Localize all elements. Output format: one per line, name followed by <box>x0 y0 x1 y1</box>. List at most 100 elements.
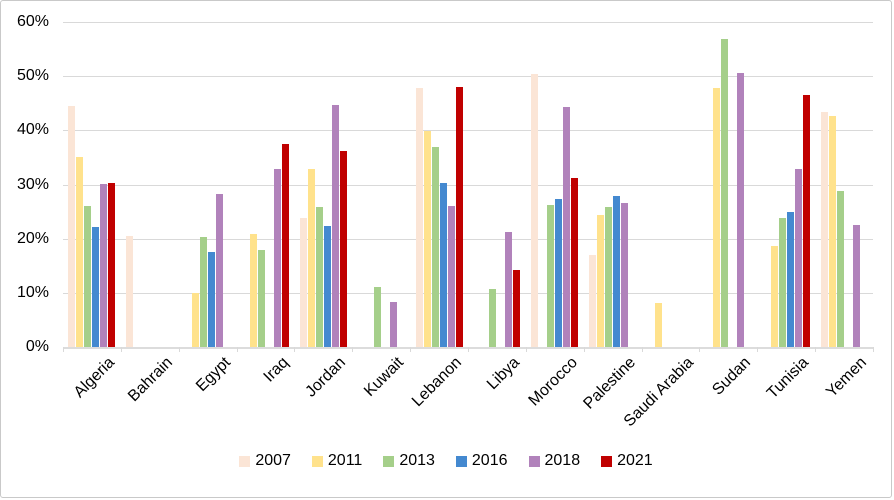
x-label-algeria: Algeria <box>70 354 118 402</box>
bar-2021-libya <box>513 270 521 347</box>
bar-2021-jordan <box>339 150 347 347</box>
axis-tick <box>525 347 527 352</box>
bar-group-iraq <box>237 22 295 347</box>
bar-slot <box>597 214 605 347</box>
bar-slot <box>208 252 216 347</box>
bar-slot <box>415 88 423 347</box>
bar-slot <box>778 218 786 347</box>
bar-2011-egypt <box>192 292 200 347</box>
axis-tick <box>583 347 585 352</box>
legend-swatch-icon <box>383 455 395 467</box>
bar-slot <box>555 199 563 347</box>
bar-slot <box>505 232 513 347</box>
bar-2007-algeria <box>68 105 76 347</box>
axis-tick <box>294 347 296 352</box>
axis-tick <box>120 347 122 352</box>
bar-slot <box>92 226 100 347</box>
bar-2013-kuwait <box>373 287 381 347</box>
bar-slot <box>613 196 621 347</box>
bar-slot <box>373 287 381 347</box>
y-tick-label: 30% <box>16 175 49 193</box>
bar-2011-jordan <box>307 168 315 347</box>
bar-2011-tunisia <box>770 245 778 347</box>
bar-2013-palestine <box>605 207 613 347</box>
bar-slot <box>794 168 802 347</box>
legend-swatch-icon <box>239 455 251 467</box>
bar-slot <box>200 237 208 347</box>
x-label-morocco: Morocco <box>525 354 581 410</box>
bar-2018-algeria <box>100 183 108 347</box>
bar-2011-sudan <box>712 88 720 347</box>
bar-slot <box>720 38 728 347</box>
bar-group-yemen <box>815 22 873 347</box>
bar-2013-tunisia <box>778 218 786 347</box>
bar-slot <box>84 206 92 347</box>
bar-slot <box>736 72 744 347</box>
y-tick-label: 50% <box>16 67 49 85</box>
bar-2021-algeria <box>108 183 116 347</box>
x-label-yemen: Yemen <box>823 354 871 401</box>
bar-slot <box>489 289 497 347</box>
x-label-libya: Libya <box>483 354 523 394</box>
bar-2007-bahrain <box>126 235 134 347</box>
bar-2007-palestine <box>589 255 597 347</box>
legend-item-2021: 2021 <box>601 452 653 470</box>
bar-slot <box>563 106 571 347</box>
y-tick-label: 20% <box>16 229 49 247</box>
bar-slot <box>605 207 613 347</box>
bar-2018-lebanon <box>447 205 455 347</box>
bar-2007-morocco <box>531 74 539 347</box>
bar-slot <box>331 105 339 347</box>
bar-2007-lebanon <box>415 88 423 347</box>
gridline <box>63 292 873 294</box>
bar-slot <box>513 270 521 347</box>
bar-2013-sudan <box>720 38 728 347</box>
bar-slot <box>339 150 347 347</box>
bar-2018-palestine <box>621 203 629 347</box>
bar-group-lebanon <box>410 22 468 347</box>
legend-label: 2007 <box>255 452 291 469</box>
bar-slot <box>423 131 431 347</box>
bar-slot <box>571 178 579 347</box>
gridline <box>63 130 873 132</box>
x-label-kuwait: Kuwait <box>361 354 408 400</box>
bar-slot <box>258 250 265 347</box>
bar-slot <box>100 183 108 347</box>
axis-tick <box>757 347 759 352</box>
bar-slot <box>389 302 397 347</box>
x-label-palestine: Palestine <box>580 354 639 413</box>
legend-swatch-icon <box>528 455 540 467</box>
legend-swatch-icon <box>601 455 613 467</box>
bar-slot <box>274 169 281 347</box>
bar-2018-tunisia <box>794 168 802 347</box>
bar-2007-jordan <box>299 217 307 347</box>
bar-slot <box>531 74 539 347</box>
bar-2018-jordan <box>331 105 339 347</box>
bar-group-sudan <box>699 22 757 347</box>
bar-2021-morocco <box>571 178 579 347</box>
bar-2011-algeria <box>76 157 84 347</box>
bar-slot <box>307 168 315 347</box>
legend-swatch-icon <box>455 455 467 467</box>
axis-tick <box>236 347 238 352</box>
axis-tick <box>468 347 469 352</box>
bar-groups <box>63 22 873 347</box>
bar-slot <box>447 205 455 347</box>
x-label-tunisia: Tunisia <box>764 354 813 403</box>
gridline <box>63 22 873 23</box>
legend-swatch-icon <box>311 455 323 467</box>
bar-group-bahrain <box>121 22 179 347</box>
bar-2018-yemen <box>852 224 860 347</box>
bar-2011-yemen <box>828 115 836 347</box>
y-tick-label: 40% <box>16 121 49 139</box>
bar-2018-morocco <box>563 106 571 347</box>
bar-slot <box>786 211 794 347</box>
bar-2021-lebanon <box>455 87 463 347</box>
bar-slot <box>802 94 810 347</box>
x-label-bahrain: Bahrain <box>124 354 176 406</box>
bar-group-jordan <box>294 22 352 347</box>
x-label-iraq: Iraq <box>259 354 292 386</box>
gridline <box>63 76 873 78</box>
bar-2013-egypt <box>200 237 208 347</box>
x-label-egypt: Egypt <box>192 354 234 395</box>
